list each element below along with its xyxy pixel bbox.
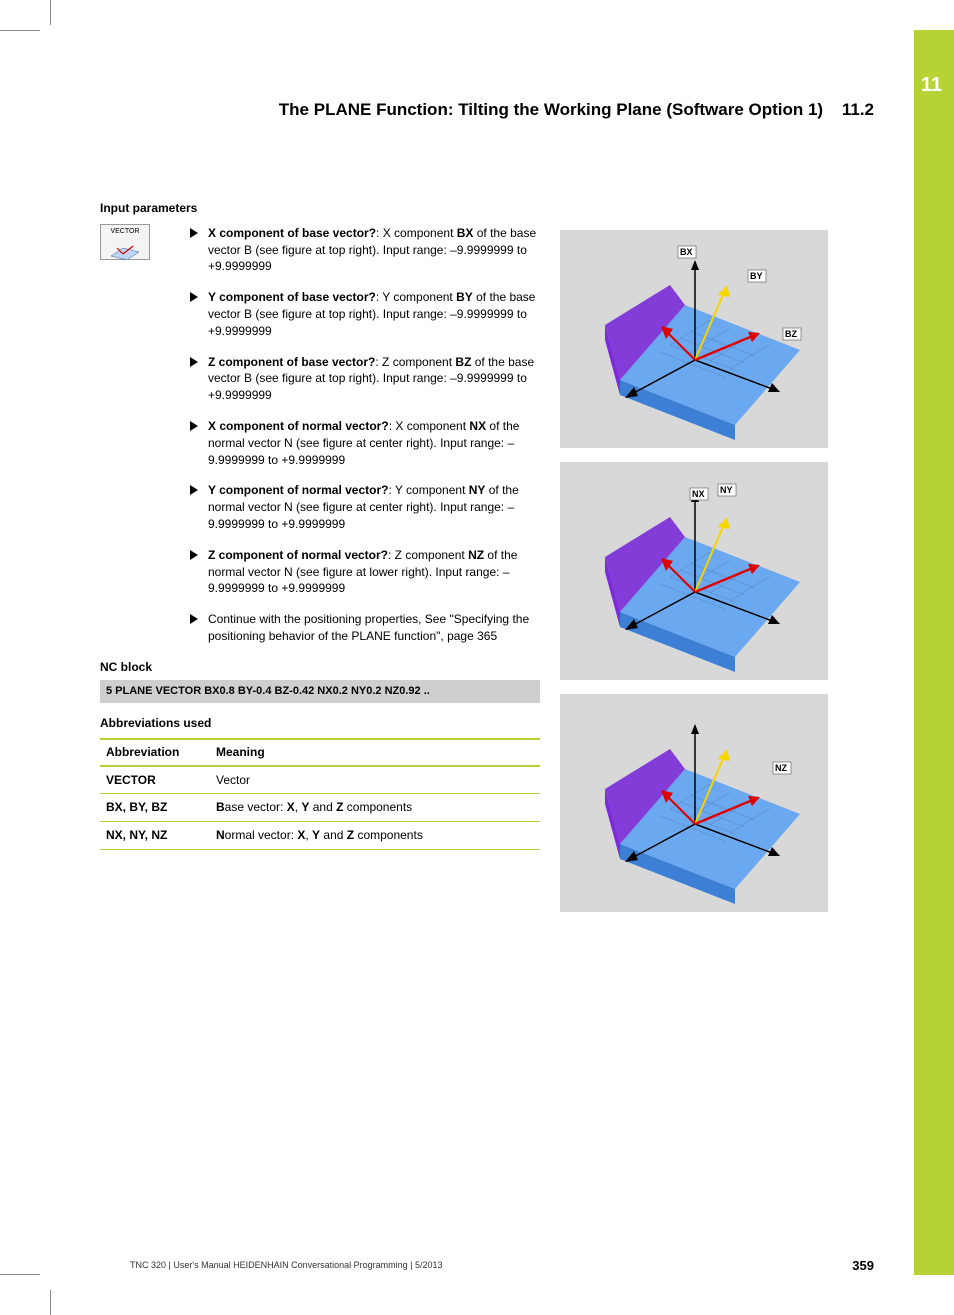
crop-mark	[50, 1290, 51, 1315]
parameter-item: Z component of normal vector?: Z compone…	[190, 547, 540, 597]
svg-text:BY: BY	[750, 271, 763, 281]
svg-text:NX: NX	[692, 489, 705, 499]
table-row: VECTORVector	[100, 766, 540, 794]
bullet-icon	[190, 228, 198, 238]
bullet-icon	[190, 357, 198, 367]
section-title: Input parameters	[100, 200, 540, 217]
page-number: 359	[852, 1258, 874, 1273]
parameter-item: Continue with the positioning properties…	[190, 611, 540, 645]
svg-text:BZ: BZ	[785, 329, 797, 339]
parameter-list: X component of base vector?: X component…	[190, 225, 540, 645]
header-title: The PLANE Function: Tilting the Working …	[279, 100, 823, 119]
parameter-item: Z component of base vector?: Z component…	[190, 354, 540, 404]
abbreviations-table: Abbreviation Meaning VECTORVectorBX, BY,…	[100, 738, 540, 850]
parameter-text: Z component of base vector?: Z component…	[208, 354, 540, 404]
bullet-icon	[190, 292, 198, 302]
table-row: NX, NY, NZNormal vector: X, Y and Z comp…	[100, 822, 540, 850]
crop-mark	[0, 30, 40, 31]
parameter-text: Y component of base vector?: Y component…	[208, 289, 540, 339]
bullet-icon	[190, 485, 198, 495]
chapter-tab	[914, 30, 954, 1275]
diagram-figure: BX BY BZ	[560, 230, 828, 448]
table-header: Abbreviation	[100, 739, 210, 766]
nc-block-title: NC block	[100, 659, 540, 676]
svg-text:NY: NY	[720, 485, 733, 495]
parameter-text: Continue with the positioning properties…	[208, 611, 540, 645]
parameter-text: Z component of normal vector?: Z compone…	[208, 547, 540, 597]
header-section: 11.2	[842, 100, 874, 119]
parameter-item: Y component of base vector?: Y component…	[190, 289, 540, 339]
chapter-number: 11	[921, 74, 942, 97]
abbreviations-title: Abbreviations used	[100, 715, 540, 732]
vector-icon: VECTOR	[100, 224, 150, 260]
page-header: The PLANE Function: Tilting the Working …	[100, 100, 874, 120]
parameter-text: X component of base vector?: X component…	[208, 225, 540, 275]
svg-text:NZ: NZ	[775, 763, 787, 773]
crop-mark	[0, 1274, 40, 1275]
footer-text: TNC 320 | User's Manual HEIDENHAIN Conve…	[130, 1260, 443, 1270]
svg-text:BX: BX	[680, 247, 693, 257]
bullet-icon	[190, 421, 198, 431]
diagram-figure: NZ	[560, 694, 828, 912]
nc-block-code: 5 PLANE VECTOR BX0.8 BY-0.4 BZ-0.42 NX0.…	[100, 680, 540, 703]
parameter-item: Y component of normal vector?: Y compone…	[190, 482, 540, 532]
diagram-figure: NX NY	[560, 462, 828, 680]
parameter-item: X component of normal vector?: X compone…	[190, 418, 540, 468]
crop-mark	[50, 0, 51, 25]
parameter-text: X component of normal vector?: X compone…	[208, 418, 540, 468]
bullet-icon	[190, 614, 198, 624]
figures-column: BX BY BZ NX NY	[560, 230, 830, 926]
parameter-item: X component of base vector?: X component…	[190, 225, 540, 275]
table-header: Meaning	[210, 739, 540, 766]
parameter-text: Y component of normal vector?: Y compone…	[208, 482, 540, 532]
bullet-icon	[190, 550, 198, 560]
table-row: BX, BY, BZBase vector: X, Y and Z compon…	[100, 794, 540, 822]
